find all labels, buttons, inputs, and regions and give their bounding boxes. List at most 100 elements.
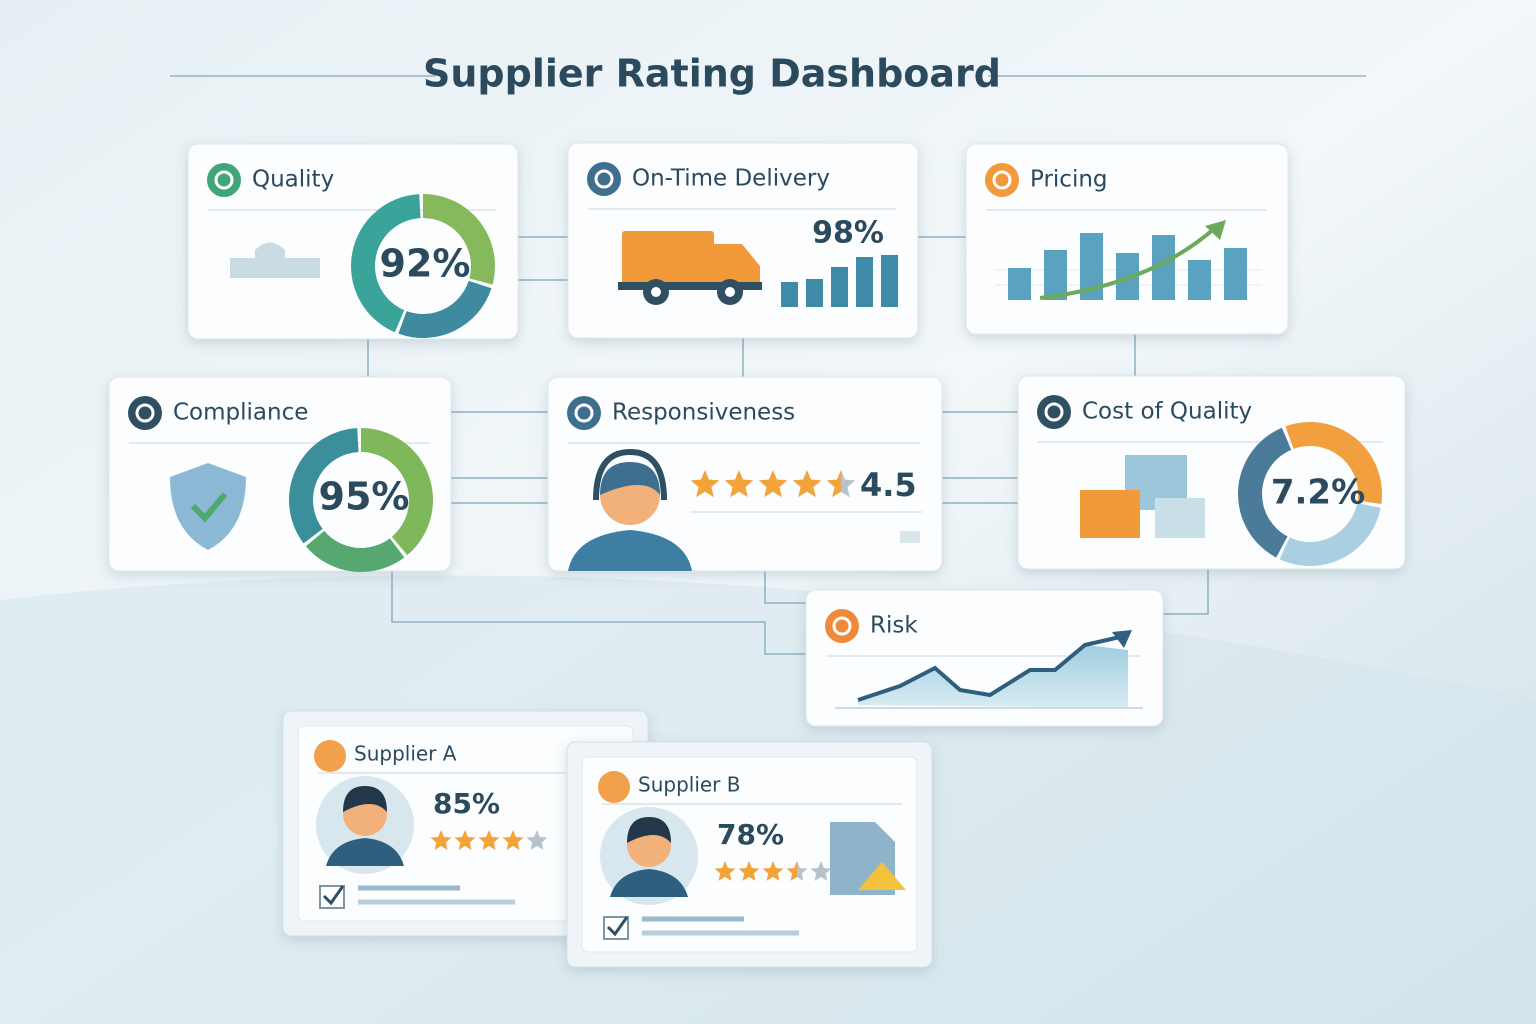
card-title: Compliance: [173, 400, 308, 426]
card-icon: [567, 396, 601, 430]
mini-bar: [1008, 268, 1031, 300]
mini-bar: [831, 267, 848, 307]
card-title: Quality: [252, 167, 334, 193]
card: [547, 376, 943, 572]
agent-body: [568, 530, 692, 571]
card: [581, 756, 918, 953]
avatar-hair: [627, 817, 671, 843]
shield: [170, 463, 246, 550]
card-icon: [128, 396, 162, 430]
card-icon-inner: [594, 169, 614, 189]
donut-segment: [351, 194, 421, 333]
truck-body: [622, 231, 714, 286]
rating-star: [758, 470, 788, 498]
agent-headset: [593, 448, 667, 501]
agent-hair: [600, 462, 660, 495]
rating-star: [502, 830, 524, 850]
card-icon: [1037, 395, 1071, 429]
rating-star: [792, 470, 822, 498]
rating-star: [690, 470, 720, 498]
rating-star: [526, 830, 548, 850]
metric-value: 7.2%: [1271, 473, 1365, 513]
rating-star: [786, 861, 808, 881]
metric-value: 92%: [380, 242, 471, 286]
card-icon: [985, 163, 1019, 197]
supplier-icon: [314, 740, 346, 772]
checkmark: [322, 885, 345, 906]
mini-bar: [1044, 250, 1067, 300]
card-icon-inner: [832, 616, 852, 636]
dashboard-title: Supplier Rating Dashboard: [423, 52, 1001, 96]
card-title: Responsiveness: [612, 400, 795, 426]
truck-hub: [651, 287, 661, 297]
donut-segment: [398, 280, 492, 338]
card-title: Pricing: [1030, 167, 1108, 193]
checkmark: [606, 916, 629, 937]
rating-star: [738, 861, 760, 881]
risk-line: [857, 635, 1121, 702]
supplier-name: Supplier A: [354, 742, 457, 766]
donut-segment: [289, 428, 359, 544]
card-icon: [587, 162, 621, 196]
warning-icon: [858, 862, 906, 890]
rating-star: [826, 470, 856, 498]
card-title: Cost of Quality: [1082, 399, 1252, 425]
mini-bar: [781, 282, 798, 307]
truck-cab: [714, 244, 760, 290]
card-title: On-Time Delivery: [632, 166, 830, 192]
card-icon-inner: [214, 170, 234, 190]
card-icon-inner: [574, 403, 594, 423]
mini-bar: [856, 257, 873, 307]
mini-bar: [1188, 260, 1211, 300]
donut-segment: [1279, 503, 1381, 566]
truck-hub: [725, 287, 735, 297]
supplier-score: 85%: [433, 787, 500, 820]
risk-area: [858, 645, 1128, 708]
box: [1155, 498, 1205, 538]
card-icon: [825, 609, 859, 643]
placeholder-illustration: [230, 242, 320, 278]
mini-bar: [1080, 233, 1103, 300]
supplier-card: Supplier B 78%: [566, 741, 933, 968]
avatar-body: [326, 838, 404, 866]
card-icon-inner: [135, 403, 155, 423]
donut-segment: [361, 428, 433, 556]
shield-check: [190, 492, 228, 523]
card-icon: [207, 163, 241, 197]
delivery-card: On-Time Delivery 98%: [567, 142, 919, 339]
rating-star: [762, 861, 784, 881]
metric-value: 98%: [812, 216, 884, 251]
card-title: Risk: [870, 613, 918, 639]
metric-value: 95%: [319, 475, 410, 519]
donut-segment: [1285, 422, 1383, 505]
responsiveness-card: Responsiveness 4.5: [547, 376, 943, 572]
supplier-icon: [598, 771, 630, 803]
rating-star: [724, 470, 754, 498]
avatar-body: [610, 869, 688, 897]
rating-star: [454, 830, 476, 850]
card-icon-inner: [1044, 402, 1064, 422]
mini-bar: [1224, 248, 1247, 300]
donut-segment: [1238, 427, 1292, 558]
supplier-name: Supplier B: [638, 773, 740, 797]
mini-bar: [881, 255, 898, 307]
connectors: [367, 236, 1209, 655]
quality-card: Quality 92%: [187, 143, 519, 340]
compliance-card: Compliance 95%: [108, 376, 452, 572]
rating-star: [430, 830, 452, 850]
card-icon-inner: [992, 170, 1012, 190]
card: [187, 143, 519, 340]
risk-card: Risk: [805, 589, 1164, 727]
mini-bar: [806, 279, 823, 307]
trend-arrow: [1205, 220, 1226, 240]
placeholder-bar: [900, 531, 920, 543]
donut-segment: [423, 194, 495, 285]
avatar-hair: [343, 786, 387, 812]
rating-value: 4.5: [860, 466, 917, 504]
mini-bar: [1152, 235, 1175, 300]
trend-line: [1039, 226, 1217, 300]
rating-star: [714, 861, 736, 881]
rating-star: [478, 830, 500, 850]
